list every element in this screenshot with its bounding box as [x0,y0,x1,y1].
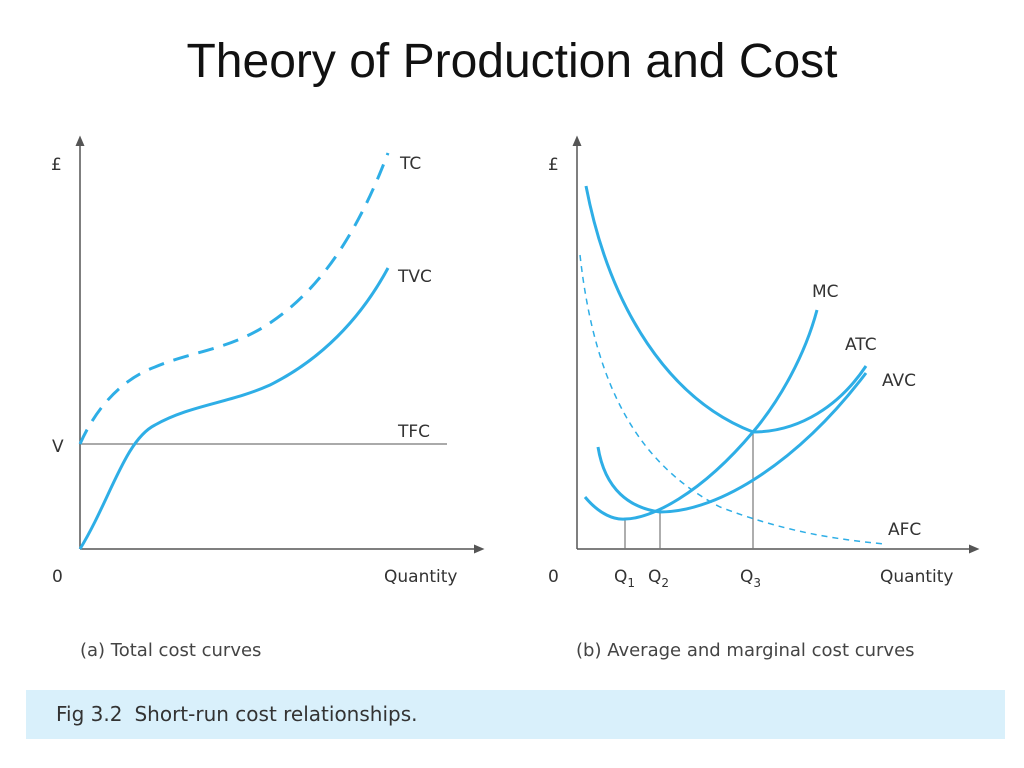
v-label: V [52,437,64,457]
q3-label: Q3 [740,567,761,590]
atc-label: ATC [845,335,877,355]
panel-b-origin: 0 [548,567,559,587]
figure-number: Fig 3.2 [56,702,123,726]
atc-curve [584,185,868,434]
page-title: Theory of Production and Cost [186,35,838,88]
mc-label: MC [812,282,839,302]
panel-a-x-label: Quantity [384,567,457,587]
figure-caption-band: Fig 3.2 Short-run cost relationships. [26,690,1005,739]
q1-label: Q1 [614,567,635,590]
cost-curves-diagram: £ V 0 Quantity TC TVC TFC (a) Total cost… [51,135,980,661]
tvc-label: TVC [397,267,432,287]
panel-b-average-marginal-cost: £ 0 Quantity Q1 Q2 Q3 MC ATC AVC AFC (b)… [548,135,980,661]
avc-label: AVC [882,371,916,391]
tc-curve [78,152,390,445]
afc-curve [579,254,886,545]
avc-curve [596,372,868,514]
q2-label: Q2 [648,567,669,590]
panel-a-total-cost: £ V 0 Quantity TC TVC TFC (a) Total cost… [51,135,485,661]
panel-a-caption: (a) Total cost curves [80,640,261,661]
afc-label: AFC [888,520,921,540]
figure-caption: Short-run cost relationships. [134,702,418,726]
panel-b-x-label: Quantity [880,567,953,587]
tvc-curve [78,267,390,550]
panel-b-y-label: £ [548,155,559,175]
tfc-label: TFC [397,422,430,442]
panel-b-caption: (b) Average and marginal cost curves [576,640,915,661]
mc-curve [583,309,819,521]
tc-label: TC [399,154,421,174]
panel-a-origin: 0 [52,567,63,587]
panel-a-y-label: £ [51,155,62,175]
